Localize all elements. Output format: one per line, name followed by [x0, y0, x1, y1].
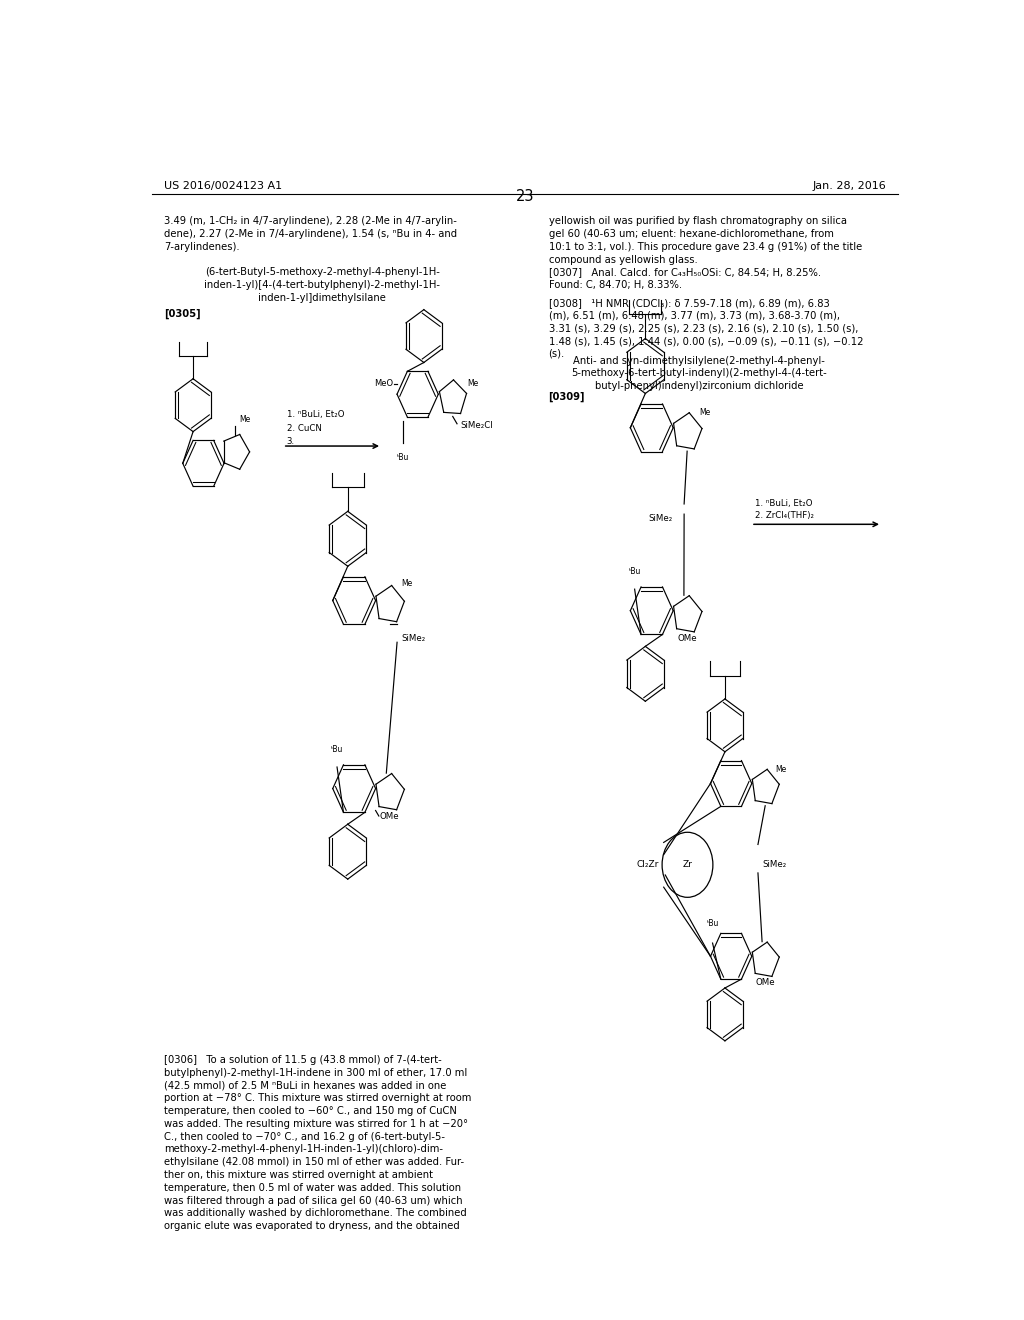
Text: [0308]   ¹H NMR (CDCl₃): δ 7.59-7.18 (m), 6.89 (m), 6.83
(m), 6.51 (m), 6.48 (m): [0308] ¹H NMR (CDCl₃): δ 7.59-7.18 (m), … — [549, 297, 863, 359]
Text: Anti- and syn-dimethylsilylene(2-methyl-4-phenyl-
5-methoxy-6-tert-butyl-indenyl: Anti- and syn-dimethylsilylene(2-methyl-… — [571, 355, 827, 391]
Text: SiMe₂: SiMe₂ — [401, 634, 425, 643]
Text: ᵗBu: ᵗBu — [629, 566, 641, 576]
Text: [0306]   To a solution of 11.5 g (43.8 mmol) of 7-(4-tert-
butylphenyl)-2-methyl: [0306] To a solution of 11.5 g (43.8 mmo… — [164, 1055, 471, 1232]
Text: Me: Me — [699, 408, 711, 417]
Text: [0305]: [0305] — [164, 309, 201, 319]
Text: ᵗBu: ᵗBu — [397, 453, 410, 462]
Text: OMe: OMe — [756, 978, 775, 987]
Text: US 2016/0024123 A1: US 2016/0024123 A1 — [164, 181, 282, 191]
Text: 3.49 (m, 1-CH₂ in 4/7-arylindene), 2.28 (2-Me in 4/7-arylin-
dene), 2.27 (2-Me i: 3.49 (m, 1-CH₂ in 4/7-arylindene), 2.28 … — [164, 216, 457, 252]
Text: Me: Me — [401, 579, 413, 587]
Text: 3.: 3. — [287, 437, 295, 446]
Text: Me: Me — [240, 416, 251, 425]
Text: Zr: Zr — [683, 861, 692, 870]
Text: SiMe₂: SiMe₂ — [762, 861, 786, 870]
Text: OMe: OMe — [380, 812, 399, 821]
Text: OMe: OMe — [678, 634, 697, 643]
Text: ᵗBu: ᵗBu — [331, 744, 343, 754]
Text: 23: 23 — [515, 189, 535, 203]
Text: ᵗBu: ᵗBu — [707, 919, 719, 928]
Text: [0309]: [0309] — [549, 392, 585, 403]
Text: 1. ⁿBuLi, Et₂O: 1. ⁿBuLi, Et₂O — [755, 499, 812, 508]
Text: MeO: MeO — [374, 379, 393, 388]
Text: 1. ⁿBuLi, Et₂O: 1. ⁿBuLi, Et₂O — [287, 411, 344, 420]
Text: 2. CuCN: 2. CuCN — [287, 424, 322, 433]
Text: Me: Me — [775, 764, 786, 774]
Text: 2. ZrCl₄(THF)₂: 2. ZrCl₄(THF)₂ — [755, 511, 814, 520]
Text: SiMe₂: SiMe₂ — [648, 515, 673, 523]
Text: yellowish oil was purified by flash chromatography on silica
gel 60 (40-63 um; e: yellowish oil was purified by flash chro… — [549, 216, 862, 265]
Text: (6-tert-Butyl-5-methoxy-2-methyl-4-phenyl-1H-
inden-1-yl)[4-(4-tert-butylphenyl): (6-tert-Butyl-5-methoxy-2-methyl-4-pheny… — [205, 267, 440, 302]
Text: Me: Me — [467, 379, 478, 388]
Text: Jan. 28, 2016: Jan. 28, 2016 — [812, 181, 886, 191]
Text: Cl₂Zr: Cl₂Zr — [637, 861, 658, 870]
Text: SiMe₂Cl: SiMe₂Cl — [460, 421, 493, 430]
Text: [0307]   Anal. Calcd. for C₄₃H₅₀OSi: C, 84.54; H, 8.25%.
Found: C, 84.70; H, 8.3: [0307] Anal. Calcd. for C₄₃H₅₀OSi: C, 84… — [549, 267, 820, 290]
